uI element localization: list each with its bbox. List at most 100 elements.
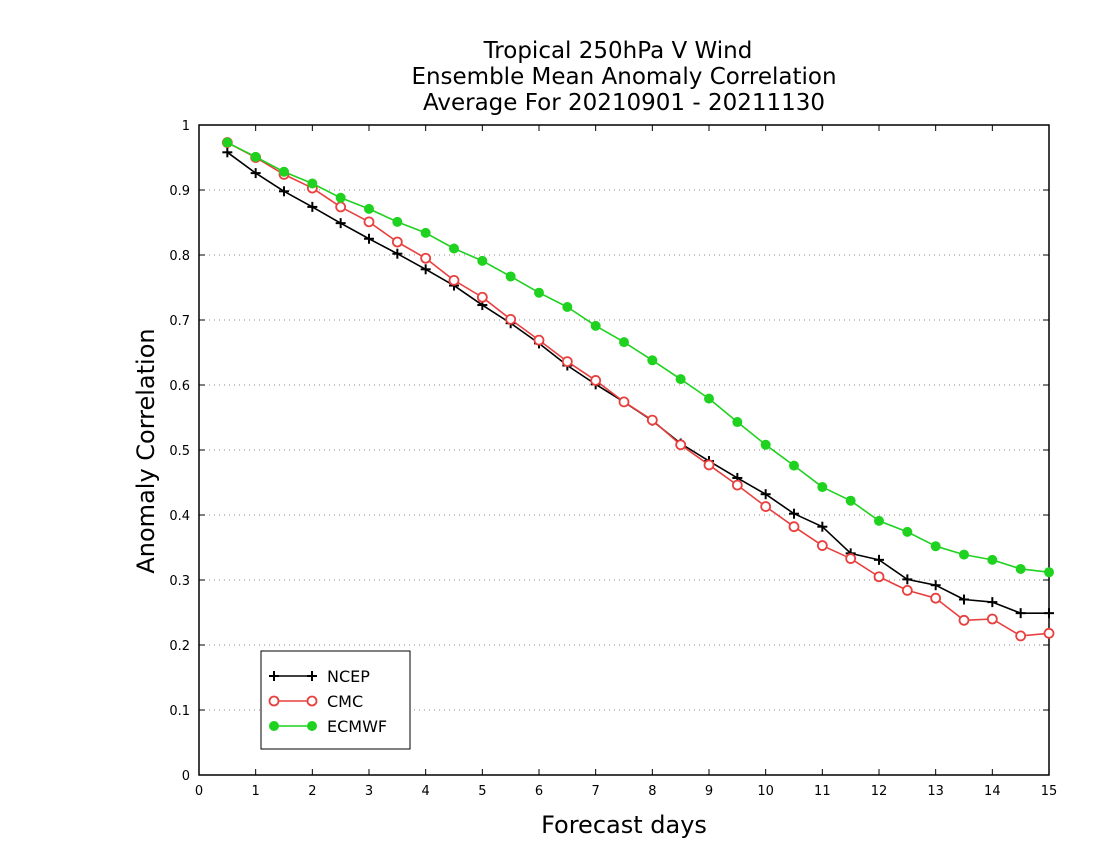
cmc-point xyxy=(788,521,800,533)
ecmwf-point xyxy=(987,554,998,565)
y-axis-title: Anomaly Correlation xyxy=(132,328,160,573)
cmc-point xyxy=(420,252,432,264)
y-tick-label: 0.4 xyxy=(169,509,190,524)
ecmwf-point xyxy=(732,417,743,428)
series-layer xyxy=(221,137,1055,642)
y-tick-label: 0 xyxy=(182,769,190,784)
ecmwf-point xyxy=(477,255,488,266)
ecmwf-point xyxy=(590,320,601,331)
x-tick-label: 4 xyxy=(422,784,430,799)
x-tick-label: 7 xyxy=(592,784,600,799)
ncep-point xyxy=(307,201,318,212)
ncep-point xyxy=(874,554,884,565)
x-tick-label: 0 xyxy=(195,784,203,799)
cmc-point xyxy=(873,571,885,583)
y-tick-label: 1 xyxy=(182,119,190,134)
cmc-point xyxy=(1015,630,1027,642)
ecmwf-line xyxy=(226,141,1050,573)
cmc-point xyxy=(675,439,687,451)
legend-marker xyxy=(268,695,280,707)
ncep-point xyxy=(817,521,828,532)
cmc-point xyxy=(561,356,573,368)
title-line-3: Average For 20210901 - 20211130 xyxy=(423,90,825,116)
ecmwf-point xyxy=(307,178,318,189)
ecmwf-point xyxy=(279,166,289,177)
ecmwf-point xyxy=(222,137,233,148)
legend-item-ecmwf: ECMWF xyxy=(269,717,387,736)
ecmwf-point xyxy=(845,495,856,506)
cmc-point xyxy=(760,501,772,512)
ncep-point xyxy=(902,574,913,585)
ecmwf-point xyxy=(392,216,403,227)
ecmwf-point xyxy=(619,337,629,348)
series-cmc xyxy=(221,137,1055,642)
ncep-point xyxy=(930,580,941,591)
cmc-point xyxy=(391,236,403,248)
y-tick-label: 0.9 xyxy=(169,184,190,199)
chart-title: Tropical 250hPa V Wind Ensemble Mean Ano… xyxy=(411,38,836,116)
cmc-point xyxy=(335,201,347,213)
legend-item-cmc: CMC xyxy=(268,692,363,711)
ecmwf-point xyxy=(250,151,261,162)
gridlines xyxy=(199,189,1049,711)
ecmwf-point xyxy=(930,541,941,552)
ecmwf-point xyxy=(1015,563,1026,574)
ecmwf-point xyxy=(1044,567,1054,578)
ncep-point xyxy=(392,248,403,259)
x-tick-label: 11 xyxy=(814,784,831,799)
title-line-2: Ensemble Mean Anomaly Correlation xyxy=(411,64,836,90)
ecmwf-point xyxy=(505,271,516,282)
x-axis-title: Forecast days xyxy=(541,811,707,839)
y-tick-label: 0.8 xyxy=(169,249,190,264)
ecmwf-point xyxy=(874,515,884,526)
cmc-line xyxy=(226,141,1050,637)
ecmwf-point xyxy=(704,393,714,404)
ecmwf-point xyxy=(647,355,658,366)
ncep-point xyxy=(420,264,431,275)
x-tick-label: 15 xyxy=(1041,784,1058,799)
ncep-point xyxy=(1015,608,1026,619)
ecmwf-point xyxy=(449,243,459,254)
ecmwf-point xyxy=(420,227,431,238)
ecmwf-point xyxy=(534,287,544,298)
ncep-point xyxy=(250,168,261,179)
legend-marker xyxy=(306,695,318,707)
y-tick-label: 0.2 xyxy=(169,639,190,654)
cmc-point xyxy=(986,613,998,625)
legend-marker xyxy=(269,721,279,731)
ncep-point xyxy=(987,597,998,608)
series-ecmwf xyxy=(222,137,1054,578)
ecmwf-point xyxy=(789,460,799,471)
legend-label: ECMWF xyxy=(327,717,387,736)
ecmwf-point xyxy=(959,549,969,560)
x-tick-label: 1 xyxy=(252,784,260,799)
ecmwf-point xyxy=(562,302,573,312)
ncep-point xyxy=(279,186,289,197)
x-tick-label: 5 xyxy=(478,784,486,799)
ecmwf-point xyxy=(817,482,828,493)
x-tick-label: 2 xyxy=(308,784,316,799)
axis-ticks: 00.10.20.30.40.50.60.70.80.910 1 2 3 4 5 6 7 8 9 1… xyxy=(169,119,1057,799)
cmc-point xyxy=(590,375,602,386)
cmc-point xyxy=(1043,627,1055,639)
x-tick-label: 13 xyxy=(927,784,944,799)
ncep-point xyxy=(959,594,969,605)
legend-marker xyxy=(307,721,317,731)
ecmwf-point xyxy=(902,526,913,537)
ecmwf-point xyxy=(675,374,686,385)
legend-box xyxy=(260,650,411,750)
y-tick-label: 0.6 xyxy=(169,379,190,394)
y-tick-label: 0.3 xyxy=(169,574,190,589)
legend-marker xyxy=(307,671,317,681)
cmc-point xyxy=(958,614,970,626)
x-tick-label: 8 xyxy=(648,784,656,799)
cmc-point xyxy=(618,396,630,408)
x-tick-label: 14 xyxy=(984,784,1001,799)
ncep-point xyxy=(1044,608,1054,619)
cmc-point xyxy=(505,313,517,325)
legend-marker xyxy=(269,671,279,681)
y-tick-label: 0.1 xyxy=(169,704,190,719)
y-tick-label: 0.5 xyxy=(169,444,190,459)
ncep-point xyxy=(222,147,233,158)
